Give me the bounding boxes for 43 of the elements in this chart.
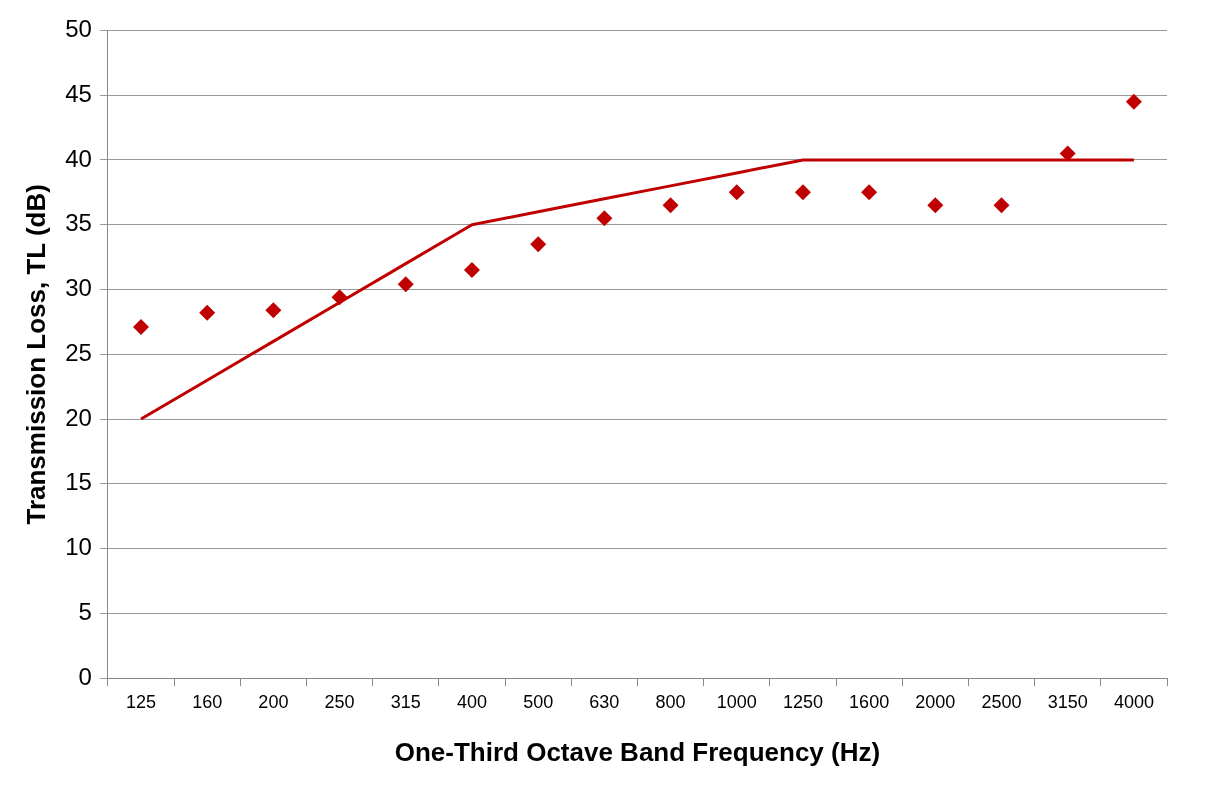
x-tick-label: 3150	[1047, 691, 1088, 712]
y-tick-label: 40	[65, 144, 92, 172]
x-tick-label: 1000	[716, 691, 757, 712]
x-tick-label: 125	[125, 691, 157, 712]
x-tick-label: 315	[390, 691, 421, 712]
y-tick-label: 30	[65, 274, 92, 302]
point	[132, 319, 149, 336]
x-tick-label: 630	[589, 691, 620, 712]
point	[794, 184, 811, 201]
x-tick-label: 400	[456, 691, 487, 712]
y-tick-label: 5	[78, 598, 92, 626]
point	[397, 276, 414, 293]
point	[463, 262, 480, 279]
y-tick-label: 15	[65, 468, 92, 496]
point	[199, 304, 216, 321]
point	[861, 184, 878, 201]
y-tick-label: 35	[65, 209, 92, 237]
point	[662, 197, 679, 214]
point	[993, 197, 1010, 214]
point	[728, 184, 745, 201]
y-tick-label: 50	[65, 15, 92, 43]
point	[530, 236, 547, 253]
point	[596, 210, 613, 227]
x-axis-title: One-Third Octave Band Frequency (Hz)	[394, 736, 881, 767]
y-tick-label: 10	[65, 533, 92, 561]
point	[1125, 93, 1142, 110]
x-tick-label: 250	[324, 691, 355, 712]
x-tick-label: 1600	[849, 691, 890, 712]
x-tick-label: 4000	[1113, 691, 1154, 712]
x-tick-label: 2000	[915, 691, 956, 712]
x-tick-label: 200	[258, 691, 289, 712]
point	[265, 302, 282, 319]
x-tick-label: 2500	[981, 691, 1022, 712]
y-axis-title: Transmission Loss, TL (dB)	[20, 184, 51, 525]
x-tick-label: 800	[655, 691, 686, 712]
x-tick-label: 1250	[782, 691, 823, 712]
x-tick-label: 160	[192, 691, 223, 712]
y-tick-label: 25	[65, 338, 92, 366]
y-tick-label: 45	[65, 79, 92, 107]
point	[927, 197, 944, 214]
y-tick-label: 0	[78, 662, 92, 690]
y-tick-label: 20	[65, 403, 92, 431]
x-tick-label: 500	[523, 691, 554, 712]
